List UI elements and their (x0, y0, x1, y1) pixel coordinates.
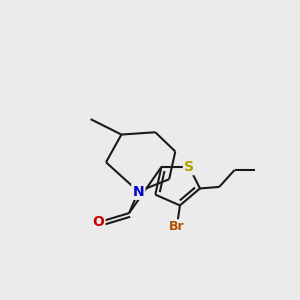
Text: Br: Br (169, 220, 185, 233)
Text: O: O (92, 215, 104, 229)
Text: N: N (133, 184, 144, 199)
Text: S: S (184, 160, 194, 174)
